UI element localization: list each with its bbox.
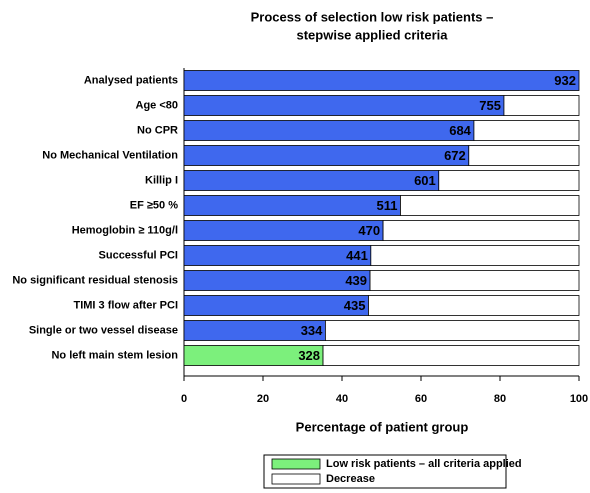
x-tick-label: 80 <box>494 393 506 405</box>
decrease-bar <box>400 195 580 216</box>
value-label: 439 <box>345 273 367 288</box>
x-tick-label: 40 <box>336 393 348 405</box>
y-tick-label: Analysed patients <box>84 74 178 86</box>
legend-label: Decrease <box>326 473 375 485</box>
legend-swatch <box>271 458 321 470</box>
decrease-bar <box>438 170 580 191</box>
y-tick-label: No left main stem lesion <box>51 349 178 361</box>
x-tick-label: 20 <box>257 393 269 405</box>
decrease-bar <box>368 295 580 316</box>
value-label: 334 <box>301 323 323 338</box>
decrease-bar <box>468 145 580 166</box>
value-label: 328 <box>298 348 320 363</box>
decrease-bar <box>473 120 580 141</box>
value-label: 601 <box>414 173 436 188</box>
chart-title: stepwise applied criteria <box>296 27 448 42</box>
y-tick-label: Age <80 <box>136 99 179 111</box>
value-label: 755 <box>479 98 501 113</box>
bar <box>183 70 580 91</box>
legend-swatch <box>271 473 321 485</box>
value-label: 511 <box>376 198 397 213</box>
bar <box>183 95 505 116</box>
x-axis-title: Percentage of patient group <box>296 419 469 434</box>
decrease-bar <box>370 245 580 266</box>
bar <box>183 195 401 216</box>
bar <box>183 220 384 241</box>
y-tick-label: Killip I <box>145 174 178 186</box>
decrease-bar <box>322 345 580 366</box>
y-tick-label: TIMI 3 flow after PCI <box>73 299 178 311</box>
y-tick-label: Single or two vessel disease <box>29 324 178 336</box>
value-label: 441 <box>346 248 368 263</box>
decrease-bar <box>382 220 580 241</box>
legend-label: Low risk patients – all criteria applied <box>326 458 522 470</box>
bar <box>183 245 372 266</box>
y-tick-label: No significant residual stenosis <box>12 274 178 286</box>
decrease-bar <box>503 95 580 116</box>
decrease-bar <box>325 320 580 341</box>
x-tick-label: 0 <box>181 393 187 405</box>
bar <box>183 270 371 291</box>
bar <box>183 295 369 316</box>
value-label: 932 <box>554 73 576 88</box>
chart-title: Process of selection low risk patients – <box>251 9 494 24</box>
x-tick-label: 60 <box>415 393 427 405</box>
value-label: 435 <box>344 298 366 313</box>
bar <box>183 145 470 166</box>
y-tick-label: No Mechanical Ventilation <box>42 149 178 161</box>
x-tick-label: 100 <box>570 393 588 405</box>
bar <box>183 170 440 191</box>
y-tick-label: Hemoglobin ≥ 110g/l <box>72 224 178 236</box>
value-label: 470 <box>358 223 380 238</box>
y-tick-label: EF ≥50 % <box>130 199 178 211</box>
bar <box>183 120 475 141</box>
y-tick-label: Successful PCI <box>99 249 178 261</box>
decrease-bar <box>369 270 580 291</box>
value-label: 672 <box>444 148 466 163</box>
y-tick-label: No CPR <box>137 124 178 136</box>
value-label: 684 <box>449 123 471 138</box>
